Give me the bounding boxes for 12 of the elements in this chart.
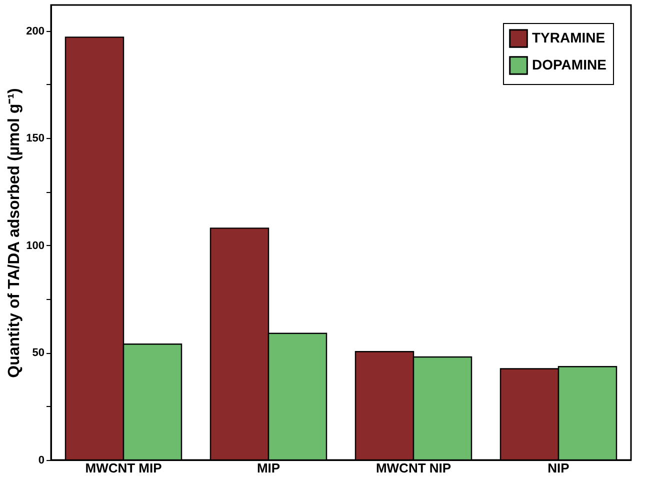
- y-axis-title: Quantity of TA/DA adsorbed (µmol g⁻¹): [6, 88, 24, 378]
- y-tick-label: 50: [32, 347, 44, 360]
- y-tick-label: 100: [26, 240, 44, 252]
- x-tick-label: MIP: [256, 460, 280, 476]
- x-tick-label: MWCNT MIP: [85, 460, 162, 476]
- y-tick-label: 0: [38, 454, 44, 466]
- x-tick-label: MWCNT NIP: [376, 460, 452, 476]
- legend-label: DOPAMINE: [532, 56, 606, 72]
- y-tick-label: 150: [26, 132, 44, 145]
- y-tick-label: 200: [26, 25, 44, 38]
- legend-label: TYRAMINE: [532, 30, 606, 46]
- x-tick-label: NIP: [548, 460, 570, 476]
